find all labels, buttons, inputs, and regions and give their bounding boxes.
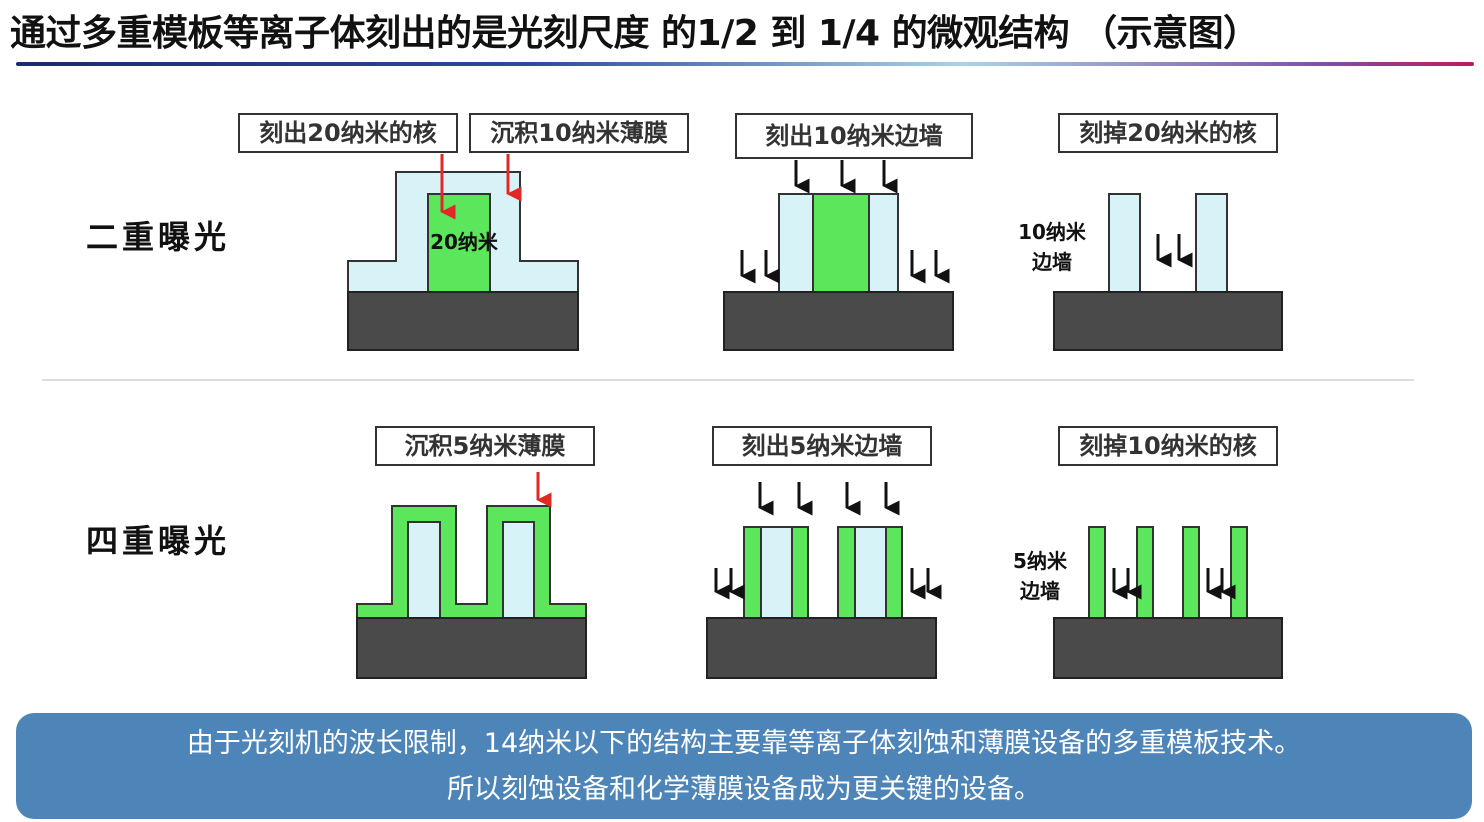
step-label-deposit-5nm-film: 沉积5纳米薄膜 xyxy=(375,426,595,466)
core xyxy=(812,193,870,293)
double-step2-structure xyxy=(723,160,954,351)
step-label-remove-10nm-core: 刻掉10纳米的核 xyxy=(1058,426,1278,466)
step-label-remove-20nm-core: 刻掉20纳米的核 xyxy=(1058,113,1278,153)
wall5-label-line1: 5纳米 xyxy=(1013,549,1067,573)
wall xyxy=(1088,526,1106,619)
wall5-label-line2: 边墙 xyxy=(1020,579,1060,603)
core-right xyxy=(502,521,535,619)
wall xyxy=(837,526,856,619)
wall xyxy=(1182,526,1200,619)
wall xyxy=(885,526,903,619)
summary-line-1: 由于光刻机的波长限制，14纳米以下的结构主要靠等离子体刻蚀和薄膜设备的多重模板技… xyxy=(186,728,1302,759)
core xyxy=(760,526,793,619)
core-20nm xyxy=(427,193,491,293)
wall-right xyxy=(868,193,899,293)
double-step1-structure xyxy=(347,154,579,351)
core-width-label: 20纳米 xyxy=(430,230,498,254)
wall xyxy=(1136,526,1154,619)
summary-line-2: 所以刻蚀设备和化学薄膜设备成为更关键的设备。 xyxy=(447,774,1041,805)
substrate xyxy=(723,291,954,351)
page-title: 通过多重模板等离子体刻出的是光刻尺度 的1/2 到 1/4 的微观结构 （示意图… xyxy=(10,13,1259,54)
row-label-quad: 四重曝光 xyxy=(86,522,231,560)
quad-step2-structure xyxy=(706,482,942,679)
summary-banner: 由于光刻机的波长限制，14纳米以下的结构主要靠等离子体刻蚀和薄膜设备的多重模板技… xyxy=(16,713,1472,819)
substrate xyxy=(1053,617,1283,679)
row-label-double: 二重曝光 xyxy=(86,218,231,256)
substrate xyxy=(1053,291,1283,351)
wall-left xyxy=(1108,193,1141,293)
wall xyxy=(1230,526,1248,619)
row-divider xyxy=(42,379,1414,381)
substrate xyxy=(356,617,587,679)
substrate xyxy=(347,291,579,351)
core-left xyxy=(407,521,441,619)
wall xyxy=(791,526,809,619)
wall10-label-line2: 边墙 xyxy=(1032,250,1072,274)
film-5nm xyxy=(356,505,587,619)
core xyxy=(854,526,887,619)
title-underline xyxy=(16,62,1474,66)
wall10-label-line1: 10纳米 xyxy=(1018,220,1086,244)
substrate xyxy=(706,617,937,679)
wall-left xyxy=(778,193,814,293)
quad-step3-structure xyxy=(1053,526,1283,679)
double-step3-structure xyxy=(1053,193,1283,351)
wall xyxy=(743,526,762,619)
step-label-etch-10nm-wall: 刻出10纳米边墙 xyxy=(735,113,973,159)
wall-right xyxy=(1195,193,1228,293)
step-label-etch-5nm-wall: 刻出5纳米边墙 xyxy=(712,426,932,466)
step-label-etch-20nm-core: 刻出20纳米的核 xyxy=(238,113,458,153)
step-label-deposit-10nm-film: 沉积10纳米薄膜 xyxy=(469,113,689,153)
quad-step1-structure xyxy=(356,472,587,679)
